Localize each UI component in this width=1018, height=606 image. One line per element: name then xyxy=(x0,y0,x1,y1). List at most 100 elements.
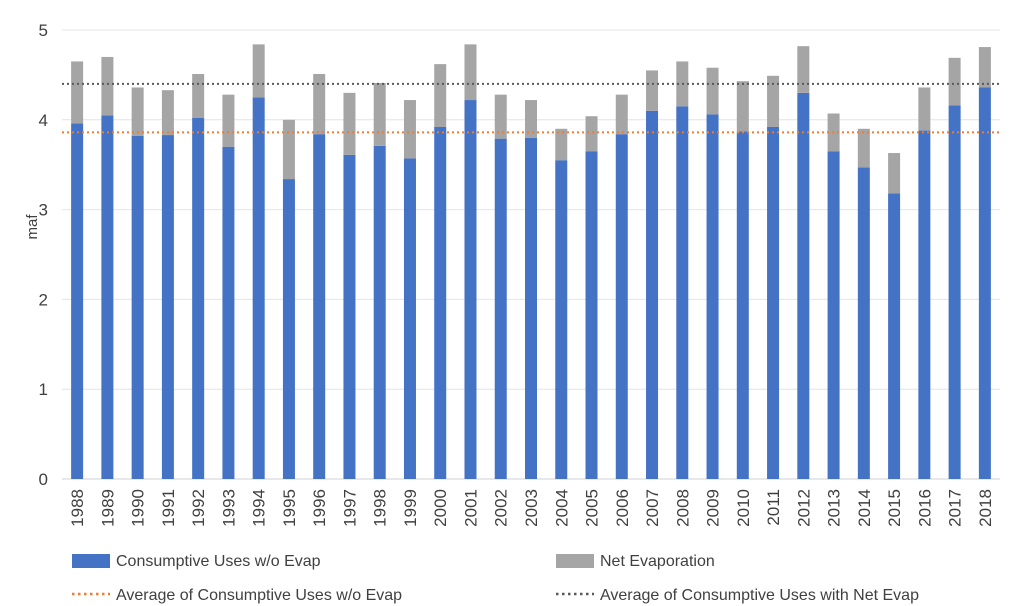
legend-label-avg-without-evap: Average of Consumptive Uses w/o Evap xyxy=(116,587,402,604)
bar-evaporation-2015 xyxy=(888,153,901,194)
x-tick-label: 2010 xyxy=(734,489,753,527)
y-tick-label: 0 xyxy=(39,470,48,489)
bar-evaporation-2010 xyxy=(736,81,749,132)
bar-consumptive-2004 xyxy=(555,160,568,479)
bar-consumptive-1988 xyxy=(71,123,84,479)
x-tick-label: 1991 xyxy=(159,489,178,527)
x-tick-label: 2002 xyxy=(492,489,511,527)
x-tick-label: 1992 xyxy=(189,489,208,527)
bar-evaporation-1989 xyxy=(101,56,114,116)
bar-consumptive-2003 xyxy=(525,137,537,479)
x-tick-label: 2012 xyxy=(794,489,813,527)
bar-consumptive-2015 xyxy=(888,193,901,479)
bar-evaporation-2005 xyxy=(585,116,598,152)
x-tick-labels: 1988 1989 1990 1991 1992 1993 1994 1995 1996 1997… xyxy=(68,489,995,527)
bars xyxy=(71,44,991,480)
bar-consumptive-2001 xyxy=(464,100,477,479)
y-tick-labels: 0 1 2 3 4 5 xyxy=(39,21,48,489)
x-tick-label: 2015 xyxy=(885,489,904,527)
bar-evaporation-2018 xyxy=(978,47,991,88)
bar-evaporation-2002 xyxy=(494,94,507,139)
x-tick-label: 2008 xyxy=(673,489,692,527)
bar-evaporation-1992 xyxy=(192,74,205,119)
bar-evaporation-2016 xyxy=(918,87,931,131)
bar-evaporation-2007 xyxy=(646,70,659,111)
bar-consumptive-1998 xyxy=(373,145,386,480)
bar-consumptive-1989 xyxy=(101,115,114,479)
legend: Consumptive Uses w/o Evap Net Evaporatio… xyxy=(72,553,919,604)
x-tick-label: 2013 xyxy=(825,489,844,527)
x-tick-label: 1993 xyxy=(219,489,238,527)
bar-consumptive-2013 xyxy=(827,151,840,480)
y-axis-label: maf xyxy=(24,214,41,240)
bar-evaporation-2014 xyxy=(857,128,870,168)
bar-consumptive-1995 xyxy=(282,179,295,479)
x-tick-label: 1995 xyxy=(280,489,299,527)
y-tick-label: 3 xyxy=(39,201,48,220)
x-tick-label: 2001 xyxy=(461,489,480,527)
legend-label-avg-with-evap: Average of Consumptive Uses with Net Eva… xyxy=(600,587,919,604)
bar-consumptive-1991 xyxy=(161,135,174,480)
x-tick-label: 1996 xyxy=(310,489,329,527)
bar-evaporation-2003 xyxy=(525,100,537,138)
legend-label-evaporation: Net Evaporation xyxy=(600,553,715,570)
bar-evaporation-2012 xyxy=(797,46,810,93)
bar-consumptive-2014 xyxy=(857,167,870,480)
x-tick-label: 1988 xyxy=(68,489,87,527)
bar-evaporation-1991 xyxy=(161,90,174,136)
bar-evaporation-1993 xyxy=(222,94,235,147)
legend-label-consumptive: Consumptive Uses w/o Evap xyxy=(116,553,321,570)
y-tick-label: 1 xyxy=(39,380,48,399)
bar-consumptive-1992 xyxy=(192,118,205,479)
x-tick-label: 2018 xyxy=(976,489,995,527)
bar-evaporation-2017 xyxy=(948,57,961,106)
bar-evaporation-1995 xyxy=(282,119,295,180)
bar-consumptive-2009 xyxy=(706,114,719,480)
y-tick-label: 5 xyxy=(39,21,48,40)
reference-lines xyxy=(62,82,1000,134)
bar-consumptive-2018 xyxy=(978,87,991,480)
bar-consumptive-2006 xyxy=(615,134,628,479)
bar-evaporation-2006 xyxy=(615,94,628,135)
x-tick-label: 2005 xyxy=(583,489,602,527)
x-tick-label: 2000 xyxy=(431,489,450,527)
x-tick-label: 2003 xyxy=(522,489,541,527)
bar-consumptive-2007 xyxy=(646,110,659,479)
bar-evaporation-1999 xyxy=(403,100,416,159)
bar-evaporation-1998 xyxy=(373,82,386,146)
x-tick-label: 2004 xyxy=(552,489,571,527)
x-tick-label: 1994 xyxy=(250,489,269,527)
bar-consumptive-2016 xyxy=(918,130,931,480)
bar-consumptive-1996 xyxy=(313,134,326,479)
bar-consumptive-1993 xyxy=(222,146,235,480)
bar-evaporation-1996 xyxy=(313,74,326,135)
bar-evaporation-1994 xyxy=(252,44,265,98)
x-tick-label: 1990 xyxy=(129,489,148,527)
bar-consumptive-1999 xyxy=(403,158,416,479)
bar-consumptive-1990 xyxy=(131,135,144,480)
bar-evaporation-2001 xyxy=(464,44,477,101)
bar-evaporation-2000 xyxy=(434,64,447,127)
legend-swatch-evaporation xyxy=(556,554,594,568)
bar-consumptive-1997 xyxy=(343,154,356,479)
bar-consumptive-2012 xyxy=(797,92,810,480)
bar-evaporation-1988 xyxy=(71,61,84,124)
bar-evaporation-1997 xyxy=(343,92,356,155)
bar-consumptive-2011 xyxy=(767,126,780,479)
bar-evaporation-2004 xyxy=(555,128,568,161)
x-tick-label: 1998 xyxy=(371,489,390,527)
bar-consumptive-2010 xyxy=(736,131,749,479)
y-tick-label: 4 xyxy=(39,111,48,130)
bar-evaporation-1990 xyxy=(131,87,144,136)
bar-consumptive-2017 xyxy=(948,105,961,479)
bar-consumptive-1994 xyxy=(252,97,265,479)
x-tick-label: 2006 xyxy=(613,489,632,527)
bar-consumptive-2000 xyxy=(434,126,447,479)
x-tick-label: 2016 xyxy=(915,489,934,527)
x-tick-label: 1997 xyxy=(340,489,359,527)
bar-consumptive-2002 xyxy=(494,138,507,479)
legend-swatch-consumptive xyxy=(72,554,110,568)
x-tick-label: 1989 xyxy=(98,489,117,527)
bar-consumptive-2008 xyxy=(676,106,689,479)
